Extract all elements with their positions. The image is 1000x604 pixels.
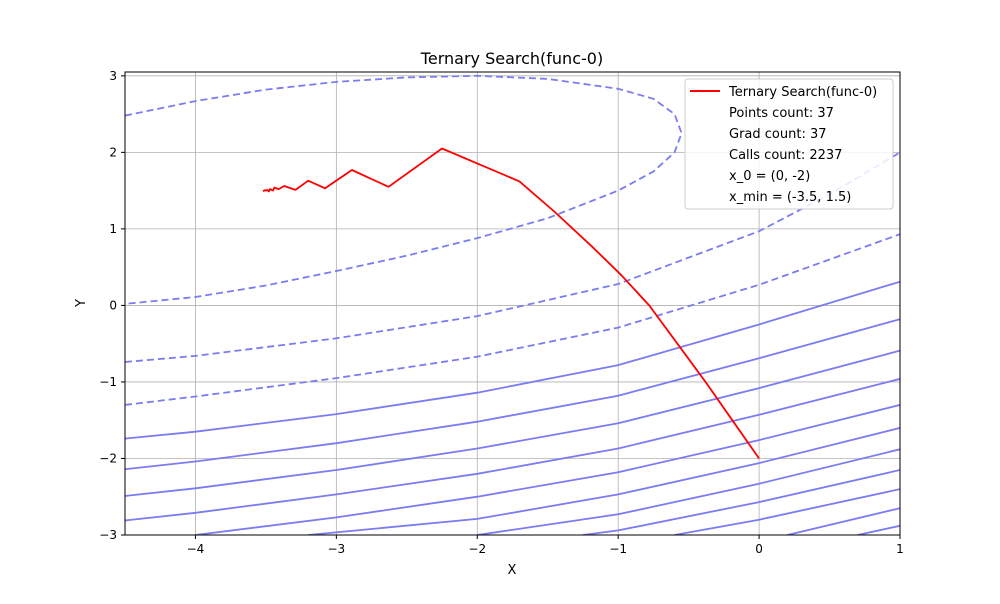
legend-entry: Grad count: 37: [729, 127, 827, 142]
contour-line: [857, 524, 900, 535]
y-axis-label: Y: [74, 299, 89, 308]
legend-box: [684, 78, 894, 210]
contour-line: [787, 507, 900, 535]
series-layer: [262, 147, 760, 460]
x-tick-label: 1: [896, 542, 904, 556]
y-tick-label: 0: [109, 298, 117, 312]
x-tick-label: −2: [468, 542, 486, 556]
contour-line: [125, 378, 900, 522]
legend-entry: x_0 = (0, -2): [729, 169, 810, 184]
legend-entry: x_min = (-3.5, 1.5): [729, 190, 851, 205]
x-tick-label: −4: [187, 542, 205, 556]
x-ticks: −4 −3 −2 −1 0 1: [187, 535, 904, 556]
legend-entry: Points count: 37: [729, 106, 834, 121]
legend-entry: Calls count: 2237: [729, 148, 842, 163]
contour-line: [308, 427, 900, 535]
y-tick-label: 2: [109, 145, 117, 159]
contour-line: [125, 318, 900, 471]
contour-line-dashed: [125, 74, 683, 305]
x-axis-label: X: [508, 563, 517, 578]
y-ticks: −3 −2 −1 0 1 2 3: [99, 69, 125, 542]
series-line-ternary-search: [262, 147, 760, 460]
y-tick-label: 3: [109, 69, 117, 83]
contour-line: [477, 448, 900, 535]
chart-title: Ternary Search(func-0): [420, 49, 603, 68]
contour-line-dashed: [125, 233, 900, 406]
legend-entry: Ternary Search(func-0): [728, 85, 877, 100]
contour-line: [582, 469, 900, 535]
legend: Ternary Search(func-0) Points count: 37 …: [684, 78, 894, 210]
y-tick-label: −1: [99, 375, 117, 389]
contour-line: [125, 349, 900, 497]
x-tick-label: 0: [755, 542, 763, 556]
contour-line: [125, 280, 900, 440]
y-tick-label: 1: [109, 222, 117, 236]
contour-line: [674, 488, 900, 535]
contour-line: [195, 404, 900, 535]
y-tick-label: −2: [99, 451, 117, 465]
x-tick-label: −1: [609, 542, 627, 556]
axes-frame: [124, 71, 901, 536]
y-tick-label: −3: [99, 528, 117, 542]
x-tick-label: −3: [328, 542, 346, 556]
